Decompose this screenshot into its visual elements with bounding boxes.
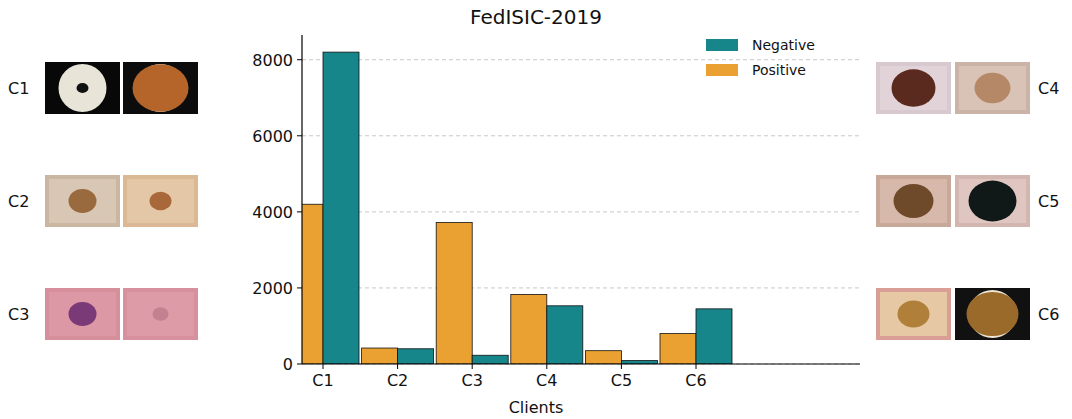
thumbnail (955, 175, 1030, 227)
lesion (898, 300, 930, 327)
y-tick-label: 6000 (252, 127, 293, 146)
bar (436, 223, 472, 364)
bar (585, 351, 621, 364)
thumbnail-field (959, 179, 1026, 223)
thumbnail (123, 288, 198, 340)
grid-line (302, 364, 860, 365)
bar (302, 204, 323, 364)
lesion (975, 73, 1011, 104)
thumbnail (45, 288, 120, 340)
bar (472, 355, 508, 364)
thumbnail-field (127, 292, 194, 336)
legend-swatch (706, 64, 738, 76)
x-tick-label: C5 (611, 371, 632, 390)
thumbnail (876, 288, 951, 340)
bar (511, 294, 547, 364)
lesion (969, 181, 1017, 222)
thumbnail-field (127, 179, 194, 223)
y-tick (297, 364, 302, 365)
client-label: C6 (1038, 305, 1059, 324)
bar (362, 348, 398, 364)
x-tick-label: C6 (685, 371, 706, 390)
thumbnail (955, 288, 1030, 340)
x-tick-label: C3 (462, 371, 483, 390)
y-tick-label: 8000 (252, 51, 293, 70)
y-tick (297, 211, 302, 212)
chart: FedISIC-2019 0 2000 4000 6000 8000 C1 C2 C3 C4 C5 C… (0, 0, 1072, 419)
x-axis-title: Clients (509, 398, 564, 417)
thumbnail (45, 62, 120, 114)
legend: Negative Positive (706, 37, 815, 78)
lesion (892, 69, 936, 106)
bar (323, 52, 359, 364)
y-tick (297, 59, 302, 60)
y-tick-label: 0 (283, 355, 293, 374)
lesion (77, 83, 89, 93)
lesion (69, 189, 97, 213)
bar (398, 349, 434, 364)
thumbnail (123, 62, 198, 114)
lesion (153, 307, 169, 321)
x-tick-label: C2 (387, 371, 408, 390)
y-axis (301, 35, 302, 364)
bar (696, 309, 732, 364)
grid-line (302, 211, 860, 212)
thumbnail (955, 62, 1030, 114)
x-axis (302, 363, 860, 364)
client-label: C4 (1038, 79, 1059, 98)
thumbnail-field (959, 66, 1026, 110)
legend-label: Positive (752, 62, 806, 78)
grid-line (302, 135, 860, 136)
y-tick (297, 287, 302, 288)
lesion (894, 184, 934, 218)
y-tick (297, 135, 302, 136)
lesion (69, 302, 97, 326)
thumbnail-field (59, 64, 107, 112)
bars (302, 52, 732, 364)
grid-line (302, 59, 860, 60)
lesion (967, 292, 1019, 336)
x-tick (472, 364, 473, 369)
thumbnail-field (49, 292, 116, 336)
title: FedISIC-2019 (470, 5, 602, 29)
client-label: C5 (1038, 192, 1059, 211)
thumbnail (876, 62, 951, 114)
thumbnail (45, 175, 120, 227)
x-tick (397, 364, 398, 369)
x-tick (323, 364, 324, 369)
thumbnail (876, 175, 951, 227)
client-label: C1 (8, 79, 29, 98)
legend-label: Negative (752, 37, 815, 53)
bar (547, 306, 583, 364)
grid-line (302, 287, 860, 288)
x-tick (546, 364, 547, 369)
thumbnail-field (49, 179, 116, 223)
y-tick-label: 2000 (252, 279, 293, 298)
thumbnail-field (880, 292, 947, 336)
lesion (133, 64, 189, 112)
client-label: C2 (8, 192, 29, 211)
legend-swatch (706, 39, 738, 51)
lesion (150, 192, 172, 211)
thumbnail-field (880, 66, 947, 110)
x-tick (621, 364, 622, 369)
thumbnail (123, 175, 198, 227)
x-tick-label: C1 (312, 371, 333, 390)
x-tick (696, 364, 697, 369)
x-tick-label: C4 (536, 371, 557, 390)
thumbnail-field (880, 179, 947, 223)
client-label: C3 (8, 305, 29, 324)
y-tick-label: 4000 (252, 203, 293, 222)
bar (660, 334, 696, 364)
